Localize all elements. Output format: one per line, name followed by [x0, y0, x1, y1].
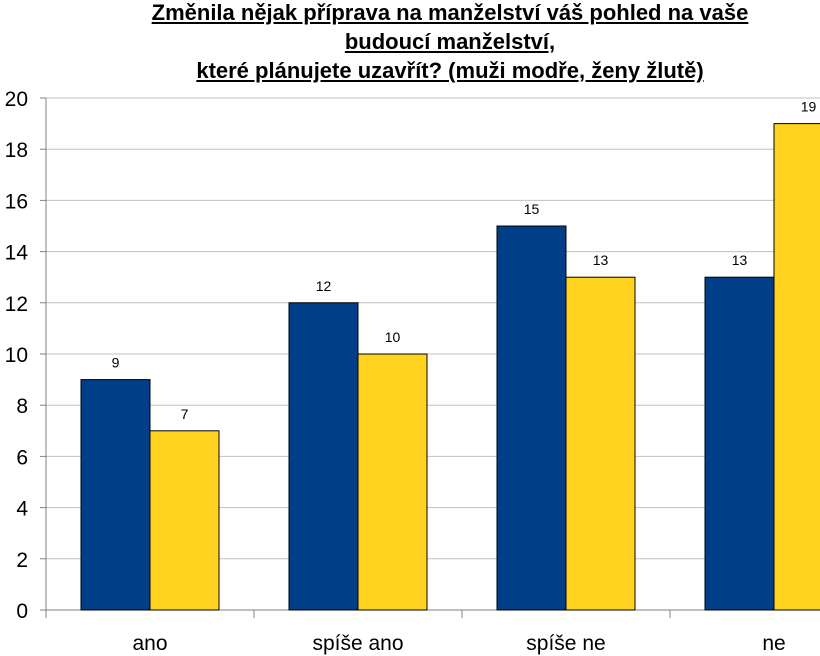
bar	[704, 276, 775, 611]
chart-title-line-1: Změnila nějak příprava na manželství váš…	[151, 0, 749, 25]
y-tick-label: 0	[16, 600, 28, 623]
x-tick-label: spíše ano	[312, 632, 403, 655]
bar	[496, 225, 567, 611]
x-tick-label: ano	[132, 632, 167, 655]
y-tick-label: 12	[5, 293, 28, 316]
bar	[149, 430, 220, 611]
bar	[565, 276, 636, 611]
chart-title-line-3: které plánujete uzavřít? (muži modře, že…	[196, 58, 704, 83]
bar	[357, 353, 428, 611]
y-tick-label: 16	[5, 190, 28, 213]
y-tick-label: 14	[5, 242, 29, 265]
chart-title-line-2: budoucí manželství,	[344, 29, 556, 54]
y-tick-label: 20	[5, 88, 28, 111]
bars	[80, 123, 820, 611]
data-label: 19	[801, 99, 817, 115]
y-tick-label: 4	[16, 498, 28, 521]
data-label: 10	[385, 329, 401, 345]
data-label: 15	[524, 201, 540, 217]
data-label: 7	[181, 406, 189, 422]
data-label: 9	[112, 355, 120, 371]
y-tick-label: 2	[16, 549, 28, 572]
y-tick-label: 6	[16, 446, 28, 469]
data-label: 13	[593, 252, 609, 268]
bar	[288, 302, 359, 611]
data-label: 12	[316, 278, 332, 294]
y-tick-label: 18	[5, 139, 28, 162]
x-tick-label: spíše ne	[526, 632, 605, 655]
axes: 0 2 4 6 8 10 12 14 16 18 20 ano spíše ano spíše ne ne	[5, 88, 820, 655]
data-labels: 9 7 12 10 15 13 13 19	[112, 99, 817, 422]
y-tick-label: 10	[5, 344, 28, 367]
bar	[80, 379, 151, 611]
bar	[773, 123, 820, 611]
x-tick-label: ne	[762, 632, 785, 655]
data-label: 13	[732, 252, 748, 268]
y-tick-label: 8	[16, 395, 28, 418]
